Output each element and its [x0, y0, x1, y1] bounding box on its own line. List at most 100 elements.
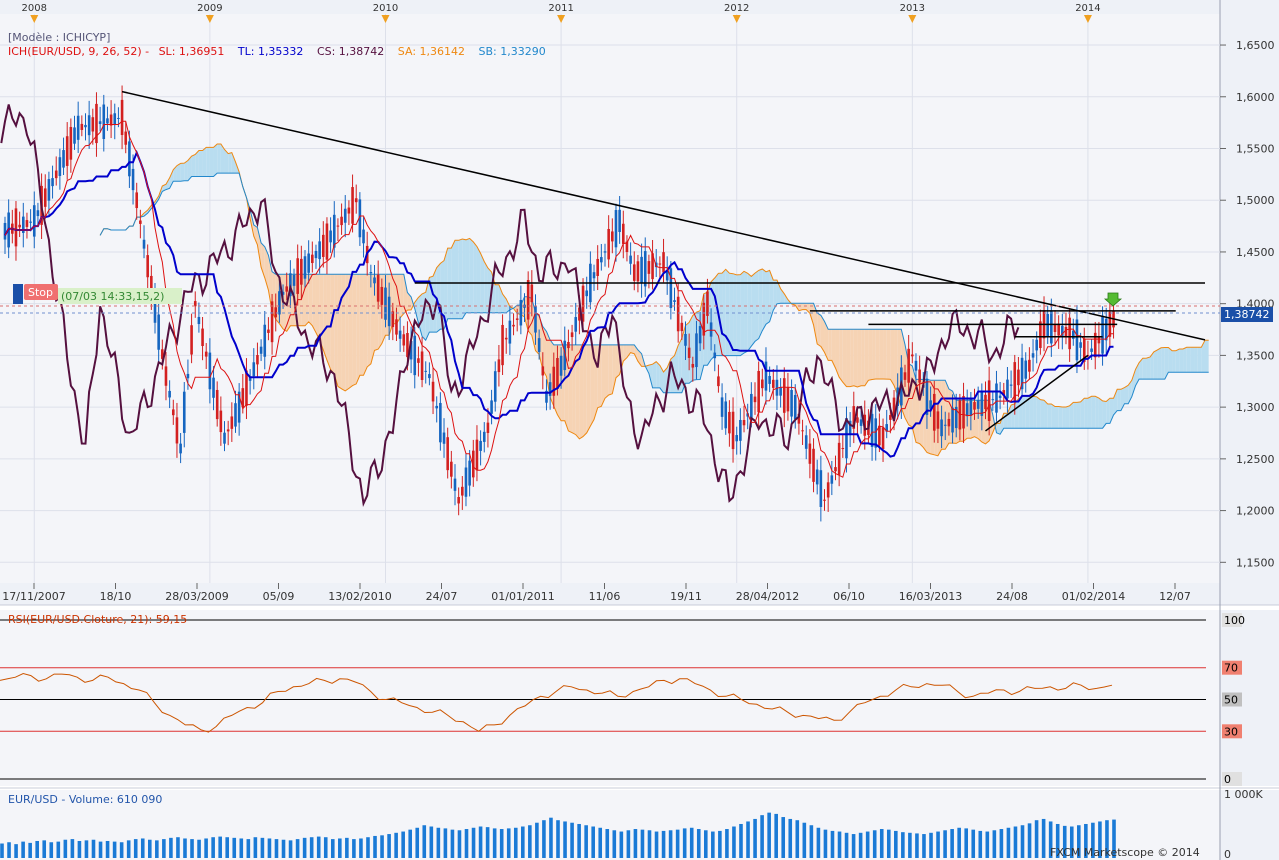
- cloud-bear-segment: [253, 224, 258, 245]
- volume-bar: [246, 839, 251, 858]
- candle-bear: [135, 192, 139, 209]
- cloud-bull-segment: [506, 298, 510, 313]
- date-label: 19/11: [670, 590, 702, 603]
- candle-bull: [318, 241, 321, 260]
- candle-bear: [797, 413, 801, 424]
- candle-bear: [164, 366, 168, 386]
- cloud-bear-segment: [542, 326, 547, 377]
- rsi-line: [0, 672, 1113, 733]
- stop-marker[interactable]: Stop (07/03 14:33,15,2): [13, 284, 182, 304]
- candle-bull: [585, 290, 589, 297]
- candle-bear: [171, 409, 175, 416]
- volume-bar: [126, 840, 131, 858]
- candle-bull: [815, 469, 819, 485]
- candle-bull: [84, 124, 87, 128]
- volume-bar: [225, 837, 230, 858]
- candle-bear: [241, 388, 245, 408]
- volume-bar: [647, 830, 652, 858]
- rsi-level-label: 50: [1224, 694, 1238, 707]
- candle-bull: [102, 104, 106, 140]
- cloud-bear-segment: [568, 344, 573, 433]
- volume-bar: [239, 838, 244, 858]
- cloud-bull-segment: [1065, 405, 1070, 429]
- candle-bull: [303, 256, 307, 279]
- candle-bull: [519, 299, 523, 326]
- volume-bar: [788, 818, 793, 858]
- candle-bull: [574, 317, 578, 332]
- volume-bar: [281, 839, 286, 858]
- trendlines: [121, 90, 1206, 432]
- volume-title: EUR/USD - Volume: 610 090: [8, 793, 162, 806]
- ichimoku-legend: ICH(EUR/USD, 9, 26, 52) - SL: 1,36951 TL…: [8, 45, 546, 58]
- candle-bull: [1101, 315, 1104, 354]
- cloud-bear-segment: [583, 344, 587, 437]
- trendline: [121, 90, 1206, 341]
- cloud-bear-segment: [623, 344, 627, 362]
- year-label: 2009: [197, 3, 222, 14]
- candle-bear: [892, 397, 896, 417]
- cloud-bear-segment: [850, 329, 854, 387]
- cloud-bear-segment: [367, 274, 371, 367]
- volume-bar: [1041, 818, 1046, 858]
- candle-bull: [592, 272, 596, 279]
- legend-sl: SL: 1,36951: [159, 45, 225, 58]
- year-label: 2012: [724, 3, 749, 14]
- stop-label-box[interactable]: [24, 284, 58, 300]
- cloud-bull-segment: [1011, 403, 1015, 429]
- candle-bear: [881, 427, 885, 450]
- candle-bull: [969, 398, 973, 416]
- volume-bar: [513, 827, 518, 858]
- cloud-bear-segment: [630, 344, 635, 354]
- volume-bar: [746, 821, 750, 858]
- candle-bear: [1093, 332, 1097, 358]
- volume-bar: [478, 826, 483, 858]
- cloud-bull-segment: [765, 270, 770, 325]
- price-tick-label: 1,4500: [1236, 246, 1275, 259]
- candles: [3, 85, 1115, 522]
- candle-bear: [501, 324, 504, 366]
- volume-bar: [345, 837, 349, 858]
- volume-bar: [485, 827, 490, 858]
- candle-bull: [508, 320, 512, 344]
- candle-bull: [428, 374, 431, 379]
- cloud-bull-segment: [425, 277, 430, 341]
- candle-bear: [201, 328, 204, 347]
- candle-bull: [534, 305, 537, 333]
- volume-bar: [1027, 823, 1032, 858]
- candle-bear: [193, 301, 197, 307]
- cloud-bull-segment: [165, 177, 170, 190]
- volume-bar: [443, 828, 448, 858]
- cloud-bull-segment: [776, 280, 781, 304]
- cloud-bear-segment: [945, 380, 949, 450]
- candle-bear: [552, 366, 556, 396]
- candle-bull: [106, 118, 109, 124]
- candle-bull: [398, 330, 402, 339]
- cloud-bull-segment: [1179, 349, 1184, 373]
- candle-bull: [179, 443, 182, 454]
- stop-handle[interactable]: [13, 284, 23, 304]
- candle-bull: [289, 273, 292, 297]
- candle-bear: [834, 467, 837, 472]
- candle-bull: [343, 208, 347, 223]
- candle-bear: [256, 355, 259, 365]
- volume-bar: [274, 839, 279, 858]
- cloud-bull-segment: [198, 150, 203, 177]
- volume-bar: [795, 820, 800, 858]
- cloud-bull-segment: [206, 147, 210, 177]
- cloud-bear-segment: [890, 329, 895, 386]
- candle-bear: [918, 369, 921, 383]
- cloud-bear-segment: [363, 274, 368, 376]
- volume-bar: [77, 840, 82, 858]
- candle-bull: [98, 121, 102, 124]
- cloud-bull-segment: [462, 238, 466, 319]
- volume-bar: [668, 830, 673, 858]
- volume-bar: [964, 828, 969, 858]
- volume-bar: [1013, 826, 1018, 858]
- cloud-bull-segment: [1047, 404, 1052, 429]
- volume-bar: [1105, 820, 1109, 858]
- stop-note-box: [58, 288, 182, 304]
- candle-bull: [62, 150, 65, 168]
- volume-bar: [49, 842, 54, 858]
- candle-bull: [442, 432, 446, 444]
